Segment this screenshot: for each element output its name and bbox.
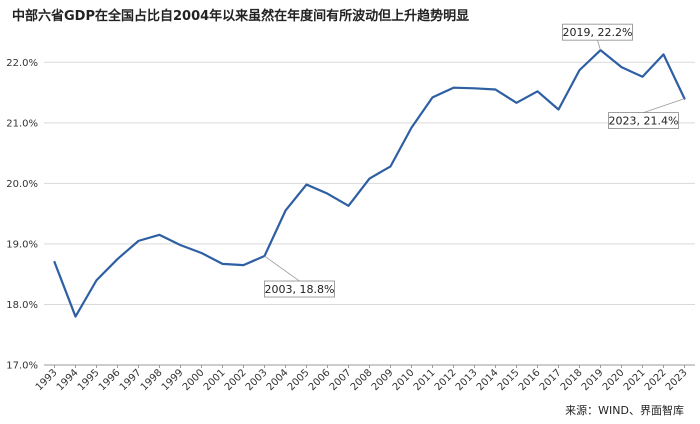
annotation-leader [597,40,601,51]
y-tick-label: 20.0% [6,179,38,190]
x-tick-label: 2007 [328,367,354,393]
x-tick-label: 2021 [622,367,648,393]
x-tick-label: 2018 [559,367,585,393]
x-tick-label: 2012 [433,367,459,393]
x-tick-label: 2020 [601,367,627,393]
x-tick-label: 2004 [265,367,291,393]
x-tick-label: 2005 [286,367,312,393]
y-tick-label: 19.0% [6,239,38,250]
source-note: 来源：WIND、界面智库 [565,404,684,417]
annotation-label: 2019, 22.2% [563,26,633,39]
x-tick-label: 1998 [139,367,165,393]
annotation-label: 2023, 21.4% [609,115,679,128]
x-tick-label: 2022 [643,367,669,393]
annotation-leader [264,255,300,282]
annotation-box [562,23,633,41]
series-line [53,49,686,318]
y-tick-label: 17.0% [6,361,38,372]
y-tick-label: 18.0% [6,300,38,311]
x-tick-label: 2015 [496,367,522,393]
x-tick-label: 2009 [370,367,396,393]
x-tick-label: 1997 [118,367,144,393]
x-tick-label: 2013 [454,367,480,393]
x-tick-label: 2006 [307,367,333,393]
x-tick-label: 2003 [244,367,270,393]
annotation-leader [643,98,685,113]
x-tick-label: 1999 [160,367,186,393]
y-tick-label: 22.0% [6,58,38,69]
x-tick-label: 2002 [223,367,249,393]
x-tick-label: 1994 [55,367,81,393]
x-tick-label: 2001 [202,367,228,393]
x-tick-label: 2010 [391,367,417,393]
annotation-label: 2003, 18.8% [265,283,335,296]
x-tick-label: 2017 [538,367,564,393]
x-tick-label: 2023 [664,367,690,393]
x-tick-label: 1996 [97,367,123,393]
chart-title: 中部六省GDP在全国占比自2004年以来虽然在年度间有所波动但上升趋势明显 [12,9,470,24]
y-tick-label: 21.0% [6,118,38,129]
x-tick-label: 2016 [517,367,543,393]
x-tick-label: 1995 [76,367,102,393]
annotation-box [264,280,335,298]
x-tick-label: 2008 [349,367,375,393]
x-tick-label: 2014 [475,367,501,393]
annotation-box [608,112,679,129]
x-tick-label: 2011 [412,367,438,393]
x-tick-label: 2019 [580,367,606,393]
x-tick-label: 2000 [181,367,207,393]
